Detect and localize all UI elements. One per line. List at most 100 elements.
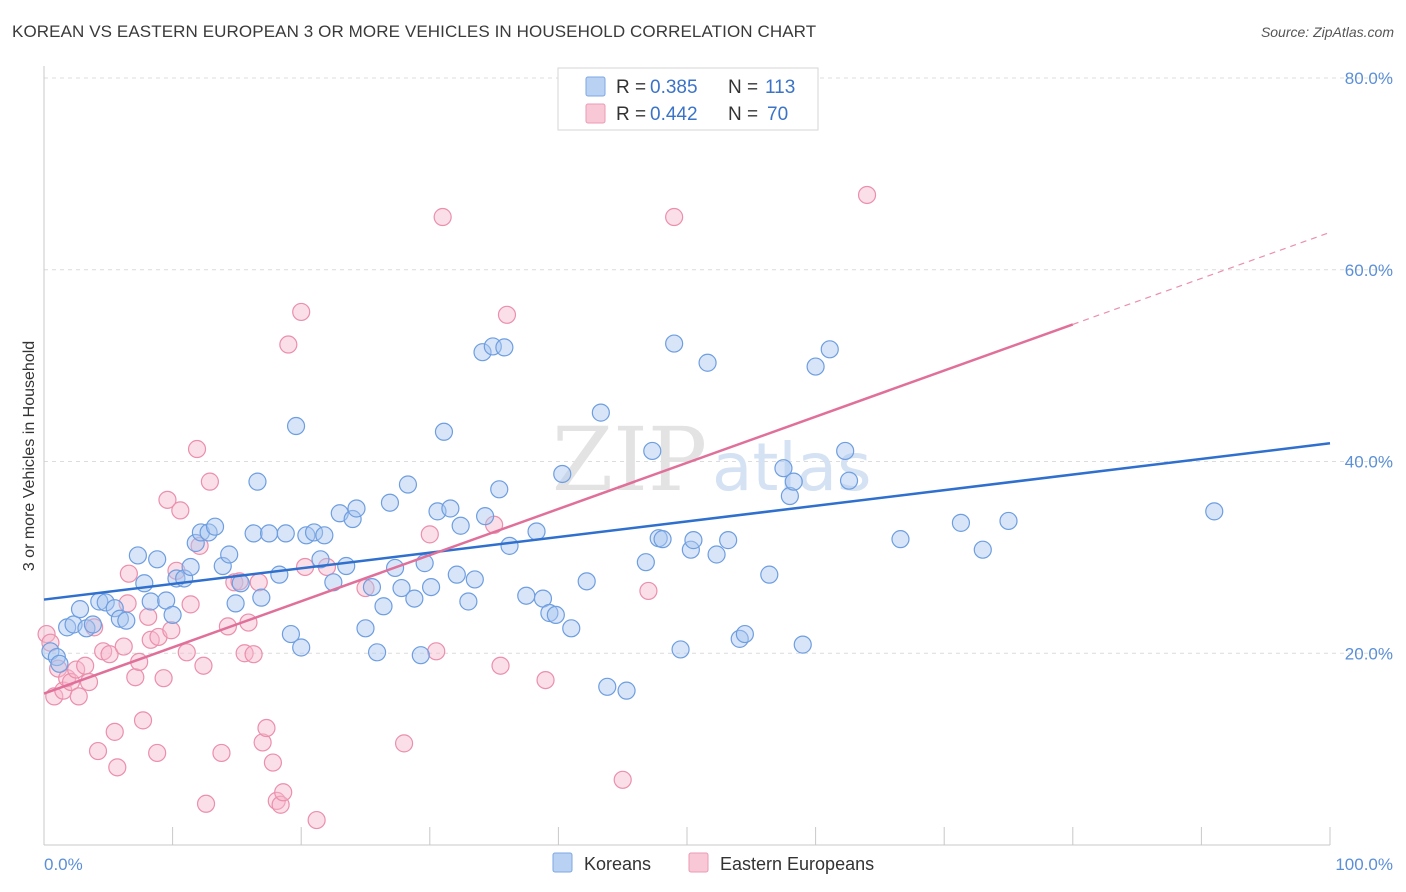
koreans-point-61 (434, 422, 454, 441)
legend-r-value-koreans: 0.385 (650, 77, 698, 98)
koreans-point-87 (653, 530, 672, 549)
koreans-point-21 (181, 557, 200, 577)
koreans-point-68 (475, 507, 495, 526)
koreans-point-81 (591, 403, 610, 422)
koreans-point-85 (643, 441, 662, 461)
koreans-point-13 (128, 546, 147, 565)
koreans-point-33 (259, 524, 279, 543)
koreans-point-25 (205, 517, 225, 536)
eastern-europeans-point-25 (148, 743, 167, 763)
eastern-europeans-point-69 (665, 207, 684, 227)
koreans-point-65 (459, 592, 478, 611)
koreans-point-30 (244, 524, 263, 543)
eastern-europeans-point-39 (212, 743, 231, 763)
x-tick-labels: 0.0% 100.0% (44, 855, 1393, 874)
koreans-point-108 (973, 540, 992, 559)
koreans-point-106 (891, 530, 910, 549)
koreans-point-41 (311, 550, 330, 569)
koreans-point-62 (441, 499, 460, 518)
legend-r-label-eastern-europeans: R = (616, 104, 646, 125)
legend-swatch-koreans (585, 76, 606, 97)
koreans-point-56 (405, 589, 424, 608)
koreans-point-35 (276, 524, 295, 543)
y-tick-label-20: 20.0% (1345, 644, 1393, 663)
x-tick-label-min: 0.0% (44, 855, 83, 874)
eastern-europeans-point-58 (356, 578, 375, 598)
trend-line-eastern-europeans (43, 323, 1074, 695)
koreans-point-88 (665, 334, 684, 353)
eastern-europeans-point-22 (133, 711, 153, 730)
legend-r-label-koreans: R = (616, 77, 646, 98)
koreans-point-49 (362, 577, 382, 597)
eastern-europeans-point-56 (307, 810, 326, 830)
source-label: Source: ZipAtlas.com (1260, 24, 1394, 40)
eastern-europeans-point-48 (257, 718, 276, 738)
legend-swatch-eastern-europeans (585, 103, 606, 124)
eastern-europeans-point-46 (249, 573, 268, 592)
legend: R = 0.385 N = 113 R = 0.442 N = 70 (557, 67, 819, 131)
koreans-point-59 (421, 577, 441, 597)
axes (43, 66, 1331, 846)
eastern-europeans-point-29 (162, 621, 181, 640)
koreans-point-107 (951, 513, 971, 532)
x-tick-label-max: 100.0% (1335, 855, 1393, 874)
koreans-point-11 (110, 609, 129, 628)
koreans-point-83 (617, 681, 636, 700)
legend-r-value-eastern-europeans: 0.442 (650, 104, 698, 125)
bottom-legend-swatch-eastern-europeans (688, 852, 709, 873)
y-tick-label-40: 40.0% (1345, 453, 1393, 472)
eastern-europeans-point-52 (274, 783, 293, 802)
watermark-zip: ZIP (552, 408, 707, 511)
koreans-point-84 (636, 553, 655, 572)
series-eastern-europeans-points (37, 185, 877, 830)
koreans-point-38 (292, 638, 311, 657)
bottom-legend-label-eastern-europeans: Eastern Europeans (720, 854, 874, 874)
koreans-point-89 (671, 640, 690, 659)
eastern-europeans-point-12 (88, 741, 108, 761)
koreans-point-73 (517, 586, 536, 605)
koreans-point-78 (553, 464, 572, 484)
eastern-europeans-point-7 (67, 660, 86, 679)
eastern-europeans-point-68 (639, 581, 658, 601)
eastern-europeans-point-28 (158, 490, 177, 509)
eastern-europeans-point-32 (177, 643, 196, 662)
koreans-point-92 (698, 353, 717, 372)
koreans-point-101 (793, 635, 812, 654)
koreans-point-51 (374, 597, 393, 616)
bottom-legend: Koreans Eastern Europeans (552, 852, 874, 874)
eastern-europeans-point-47 (253, 733, 272, 752)
eastern-europeans-point-34 (187, 439, 207, 459)
koreans-point-71 (495, 338, 514, 357)
eastern-europeans-point-37 (196, 794, 216, 813)
koreans-point-5 (70, 600, 90, 619)
eastern-europeans-point-67 (613, 770, 632, 789)
koreans-point-16 (148, 550, 167, 569)
eastern-europeans-point-0 (37, 624, 56, 644)
koreans-point-52 (380, 493, 400, 512)
koreans-point-57 (411, 646, 430, 665)
legend-n-value-eastern-europeans: 70 (767, 104, 788, 125)
koreans-point-34 (270, 565, 289, 584)
koreans-point-22 (186, 533, 205, 553)
eastern-europeans-point-64 (491, 656, 510, 675)
koreans-point-27 (220, 545, 239, 564)
eastern-europeans-point-27 (154, 669, 173, 688)
koreans-point-10 (105, 599, 124, 618)
eastern-europeans-point-60 (420, 525, 439, 544)
koreans-point-70 (490, 480, 509, 499)
koreans-point-54 (392, 578, 411, 598)
koreans-point-31 (248, 472, 267, 491)
koreans-point-55 (398, 475, 418, 494)
koreans-point-72 (500, 536, 519, 555)
koreans-point-97 (760, 565, 779, 584)
koreans-point-79 (562, 619, 581, 638)
koreans-point-15 (141, 592, 160, 611)
koreans-point-32 (252, 588, 271, 607)
koreans-point-105 (839, 471, 859, 490)
eastern-europeans-point-38 (200, 472, 219, 491)
eastern-europeans-point-19 (119, 564, 138, 583)
eastern-europeans-point-65 (497, 305, 517, 324)
koreans-point-7 (83, 615, 102, 634)
eastern-europeans-point-16 (108, 758, 127, 777)
koreans-point-64 (451, 516, 470, 535)
